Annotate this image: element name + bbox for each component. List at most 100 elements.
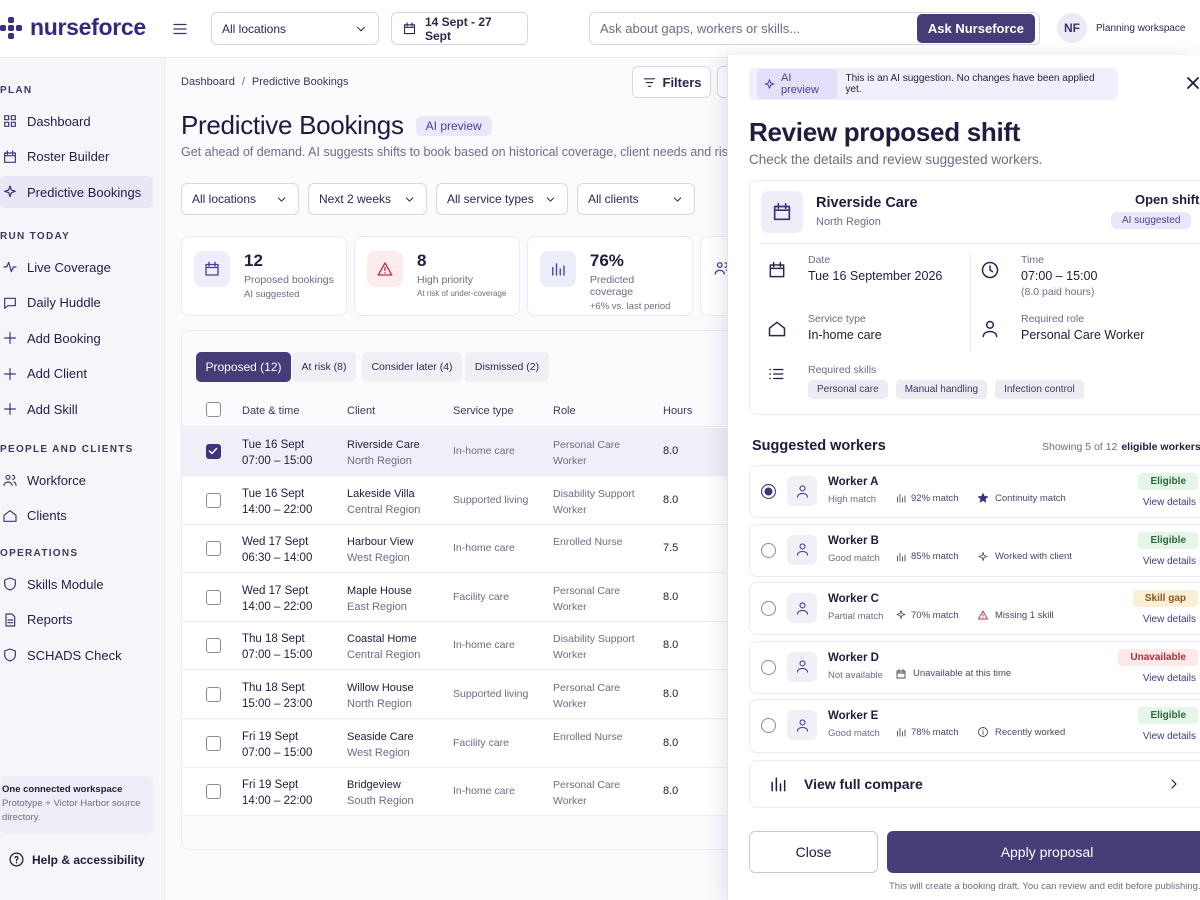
icon — [714, 262, 730, 275]
score-text: 85% match — [911, 551, 959, 562]
filter-text: All clients — [588, 192, 639, 206]
nav-item[interactable]: Live Coverage — [0, 251, 153, 283]
filter-select[interactable]: All locations — [181, 183, 299, 215]
checkbox[interactable] — [206, 541, 221, 557]
logo: nurseforce — [0, 14, 146, 41]
nav-item[interactable]: Skills Module — [0, 568, 153, 600]
detail-value: 07:00 – 15:00 — [1021, 269, 1098, 283]
help-text: Help & accessibility — [32, 852, 145, 867]
radio[interactable] — [761, 718, 776, 733]
logo-dot — [8, 24, 14, 31]
apply-button[interactable]: Apply proposal — [887, 831, 1200, 873]
view-details[interactable]: View details — [1142, 614, 1196, 625]
radio[interactable] — [761, 601, 776, 616]
nav-item[interactable]: Predictive Bookings — [0, 176, 153, 208]
table-row[interactable]: Tue 16 Sept 07:00 – 15:00 Riverside Care No… — [182, 428, 782, 476]
tab[interactable]: Proposed (12) — [196, 352, 291, 382]
nav-item[interactable]: Roster Builder — [0, 141, 153, 173]
ask-button[interactable]: Ask Nurseforce — [916, 14, 1035, 43]
tab[interactable]: At risk (8) — [292, 352, 356, 382]
nav-item[interactable]: SCHADS Check — [0, 639, 153, 671]
page-title: Predictive Bookings — [181, 110, 404, 140]
filters-text: Filters — [662, 74, 702, 90]
table-row[interactable]: Thu 18 Sept 15:00 – 23:00 Willow House Nort… — [182, 671, 782, 719]
checkbox[interactable] — [206, 492, 221, 508]
reason-text: Unavailable at this time — [913, 668, 1012, 679]
filter-select[interactable]: All clients — [577, 183, 695, 215]
checkbox[interactable] — [206, 402, 221, 417]
radio[interactable] — [761, 484, 776, 499]
checkbox[interactable] — [206, 687, 221, 702]
nav-item[interactable]: Add Client — [0, 358, 153, 390]
stat-text: 8 High priority At risk of under-coverage — [417, 251, 506, 301]
side-panel: AI preview This is an AI suggestion. No c… — [727, 55, 1200, 900]
score-text: 78% match — [911, 726, 959, 738]
table-row[interactable]: Fri 19 Sept 14:00 – 22:00 Bridgeview South … — [182, 768, 782, 817]
view-details[interactable]: View details — [1142, 555, 1196, 567]
score-text: 92% match — [911, 492, 959, 504]
date-range[interactable]: 14 Sept - 27 Sept — [391, 12, 528, 45]
nav-item[interactable]: Reports — [0, 604, 153, 636]
reason-text: Missing 1 skill — [995, 609, 1054, 621]
table-row[interactable]: Fri 19 Sept 07:00 – 15:00 Seaside Care West… — [182, 719, 782, 768]
checkbox[interactable] — [206, 444, 221, 459]
worker-card[interactable]: Worker D Not available Unavailable at this… — [749, 640, 1200, 694]
checkbox[interactable] — [206, 638, 221, 654]
close-button[interactable]: Close — [749, 831, 878, 873]
nav-item[interactable]: Add Booking — [0, 322, 153, 354]
logo-dot — [16, 33, 22, 39]
nav-item[interactable]: Dashboard — [0, 105, 153, 137]
icon — [896, 610, 906, 619]
logo-dot — [0, 33, 6, 39]
compare-button[interactable]: View full compare — [749, 760, 1200, 808]
table-row[interactable]: Wed 17 Sept 14:00 – 22:00 Maple House East … — [182, 573, 782, 622]
cell: 8.0 — [663, 445, 679, 457]
nav-item[interactable]: Daily Huddle — [0, 287, 153, 319]
filters-button[interactable]: Filters — [632, 66, 711, 98]
view-details[interactable]: View details — [1142, 672, 1196, 684]
avatar[interactable]: NF — [1057, 13, 1087, 43]
workspace: Planning workspace — [1096, 23, 1186, 34]
filter-select[interactable]: All service types — [436, 183, 568, 215]
worker-avatar — [787, 534, 817, 565]
crumb[interactable]: Dashboard — [181, 76, 235, 88]
help-link[interactable]: Help & accessibility — [8, 851, 145, 868]
worker-card[interactable]: Worker C Partial match 70% match Missing 1 … — [749, 582, 1200, 635]
view-details[interactable]: View details — [1142, 731, 1196, 742]
nav-item[interactable]: Add Skill — [0, 393, 153, 425]
icon — [978, 727, 988, 737]
view-details[interactable]: View details — [1142, 497, 1196, 508]
table-row[interactable]: Tue 16 Sept 14:00 – 22:00 Lakeside Villa Ce… — [182, 476, 782, 525]
table-row[interactable]: Thu 18 Sept 07:00 – 15:00 Coastal Home Cent… — [182, 622, 782, 671]
checkbox[interactable] — [206, 735, 221, 751]
nav-item[interactable]: Clients — [0, 500, 153, 532]
nav-item[interactable]: Workforce — [0, 464, 153, 496]
checkbox[interactable] — [206, 784, 221, 800]
location-select[interactable]: All locations — [211, 12, 379, 45]
worker-card[interactable]: Worker E Good match 78% match Recently work… — [749, 699, 1200, 753]
search[interactable]: Ask about gaps, workers or skills... Ask … — [589, 12, 1040, 45]
checkbox[interactable] — [206, 589, 221, 605]
table-row[interactable]: Wed 17 Sept 06:30 – 14:00 Harbour View West… — [182, 525, 782, 574]
tab[interactable]: Dismissed (2) — [465, 352, 549, 382]
match-reason: Worked with client — [977, 551, 1072, 563]
filter-text: All service types — [447, 192, 534, 206]
worker-avatar — [787, 710, 817, 740]
nav-label: Add Client — [27, 366, 87, 381]
worker-card[interactable]: Worker B Good match 85% match Worked with c… — [749, 523, 1200, 577]
shift-status: Open shift — [1135, 192, 1200, 207]
cell-primary: Seaside Care — [347, 730, 414, 743]
radio[interactable] — [761, 659, 776, 675]
cell: Disability Support Worker — [553, 633, 635, 662]
detail-label: Required skills — [808, 364, 877, 376]
worker-card[interactable]: Worker A High match 92% match Continuity ma… — [749, 465, 1200, 518]
skill-chip: Personal care — [808, 380, 888, 399]
cell: Supported living — [453, 688, 529, 700]
panel-subtitle: Check the details and review suggested w… — [749, 152, 1043, 167]
cell: Supported living — [453, 493, 529, 506]
radio[interactable] — [761, 542, 776, 558]
filter-select[interactable]: Next 2 weeks — [308, 183, 427, 215]
nav-label: Skills Module — [27, 576, 104, 592]
column-header: Service type — [453, 405, 514, 417]
tab[interactable]: Consider later (4) — [362, 352, 462, 382]
